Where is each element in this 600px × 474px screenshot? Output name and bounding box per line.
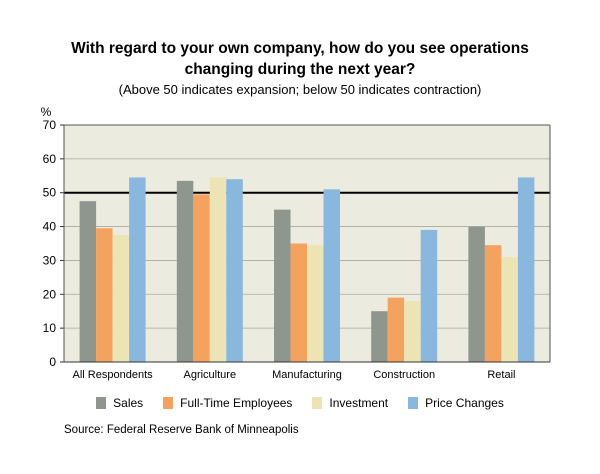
bars-group (79, 177, 535, 362)
legend-swatch (408, 397, 419, 409)
bar-price-changes-retail (517, 177, 535, 362)
bar-investment-manufacturing (307, 245, 324, 362)
bar-investment-all-respondents (112, 235, 130, 362)
bar-sales-construction (371, 311, 388, 362)
y-tick-label: 60 (43, 152, 57, 166)
y-tick-label: 40 (43, 220, 57, 234)
x-category-label: Agriculture (184, 369, 237, 381)
chart-subtitle: (Above 50 indicates expansion; below 50 … (118, 82, 482, 97)
x-category-label: Retail (487, 369, 515, 381)
y-tick-label: 0 (49, 355, 56, 369)
source-note: Source: Federal Reserve Bank of Minneapo… (64, 424, 299, 436)
bar-investment-retail (501, 257, 518, 362)
legend-label: Sales (113, 396, 144, 410)
bar-sales-retail (468, 226, 485, 362)
legend-item: Investment (312, 396, 388, 410)
bar-sales-manufacturing (274, 209, 291, 362)
chart-title-line-2: changing during the next year? (184, 61, 416, 78)
legend-item: Price Changes (408, 396, 504, 410)
bar-price-changes-construction (420, 229, 438, 362)
legend-item: Full-Time Employees (163, 396, 292, 410)
y-axis-ticks: 0 10 20 30 40 50 60 70 (43, 118, 64, 369)
bar-investment-agriculture (209, 177, 227, 362)
legend-swatch (96, 397, 107, 409)
legend-label: Price Changes (425, 396, 504, 410)
bar-full-time-employees-manufacturing (290, 243, 307, 362)
y-tick-label: 10 (43, 321, 57, 335)
bar-sales-all-respondents (79, 201, 97, 362)
chart-legend: Sales Full-Time Employees Investment Price … (0, 396, 600, 410)
x-category-label: Construction (373, 369, 435, 381)
legend-swatch (163, 397, 174, 409)
legend-label: Investment (329, 396, 389, 410)
bar-full-time-employees-all-respondents (96, 228, 113, 362)
y-axis-unit-label: % (41, 105, 52, 119)
y-tick-label: 70 (43, 118, 57, 132)
legend-label: Full-Time Employees (180, 396, 293, 410)
bar-full-time-employees-agriculture (193, 194, 210, 362)
legend-item: Sales (96, 396, 143, 410)
bar-price-changes-manufacturing (323, 189, 340, 362)
legend-swatch (312, 397, 323, 409)
x-axis-categories: All Respondents Agriculture Manufacturing C… (73, 369, 516, 381)
chart-title-block: With regard to your own company, how do … (0, 38, 600, 100)
x-category-label: Manufacturing (272, 369, 342, 381)
bar-investment-construction (404, 301, 421, 362)
bar-full-time-employees-retail (484, 245, 502, 362)
bar-price-changes-agriculture (226, 179, 243, 362)
y-tick-label: 20 (43, 287, 57, 301)
x-category-label: All Respondents (73, 369, 154, 381)
y-tick-label: 30 (43, 253, 57, 267)
y-tick-label: 50 (43, 186, 57, 200)
bar-price-changes-all-respondents (129, 177, 146, 362)
chart-title-line-1: With regard to your own company, how do … (71, 40, 529, 57)
bar-sales-agriculture (176, 180, 194, 362)
bar-full-time-employees-construction (387, 297, 405, 362)
